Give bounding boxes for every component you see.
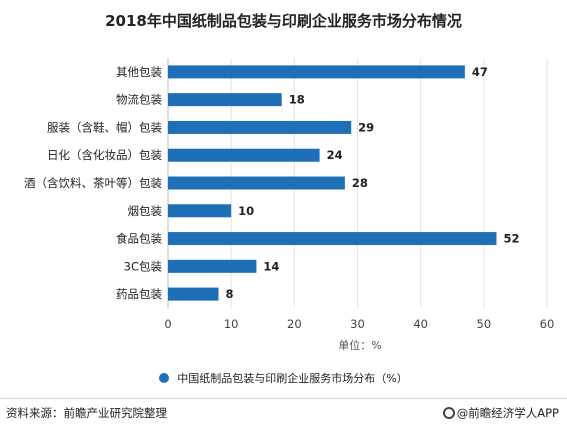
x-tick-label-2: 20 [287, 317, 302, 331]
chart-title: 2018年中国纸制品包装与印刷企业服务市场分布情况 [105, 12, 462, 30]
value-label-5: 10 [238, 204, 254, 218]
bar-8 [168, 287, 219, 301]
category-label-7: 3C包装 [124, 259, 163, 273]
category-label-8: 药品包装 [116, 287, 162, 301]
value-label-8: 8 [226, 287, 234, 301]
brand-logo-icon [442, 407, 455, 419]
value-label-3: 24 [327, 148, 343, 162]
value-label-0: 47 [472, 65, 488, 79]
x-tick-label-5: 50 [477, 317, 492, 331]
brand-credit: @前瞻经济学人APP [442, 405, 559, 421]
category-label-1: 物流包装 [116, 93, 162, 107]
legend-label: 中国纸制品包装与印刷企业服务市场分布（%） [177, 372, 408, 385]
bar-3 [168, 148, 320, 162]
category-label-2: 服装（含鞋、帽）包装 [47, 120, 162, 134]
value-label-7: 14 [263, 259, 279, 273]
x-tick-label-3: 30 [350, 317, 365, 331]
bar-5 [168, 204, 232, 218]
bar-6 [168, 232, 497, 246]
category-label-4: 酒（含饮料、茶叶等）包装 [24, 176, 162, 190]
x-tick-label-0: 0 [164, 317, 171, 331]
category-label-6: 食品包装 [116, 232, 162, 246]
bar-1 [168, 93, 282, 107]
x-axis-label: 单位：% [338, 338, 381, 352]
x-tick-label-1: 10 [224, 317, 239, 331]
bar-4 [168, 176, 345, 190]
value-label-4: 28 [352, 176, 368, 190]
bar-0 [168, 65, 465, 79]
legend-marker [159, 373, 170, 383]
legend: 中国纸制品包装与印刷企业服务市场分布（%） [0, 370, 567, 386]
category-label-5: 烟包装 [128, 204, 163, 218]
value-label-2: 29 [358, 120, 374, 134]
value-label-6: 52 [503, 232, 519, 246]
bar-7 [168, 259, 257, 273]
x-tick-label-6: 60 [540, 317, 555, 331]
value-label-1: 18 [289, 93, 305, 107]
source-note: 资料来源：前瞻产业研究院整理 [6, 406, 167, 420]
footer: 资料来源：前瞻产业研究院整理 @前瞻经济学人APP [0, 398, 567, 434]
brand-label: @前瞻经济学人APP [456, 406, 559, 420]
category-label-3: 日化（含化妆品）包装 [47, 148, 162, 162]
x-tick-label-4: 40 [413, 317, 428, 331]
category-label-0: 其他包装 [116, 65, 162, 79]
bar-2 [168, 120, 352, 134]
